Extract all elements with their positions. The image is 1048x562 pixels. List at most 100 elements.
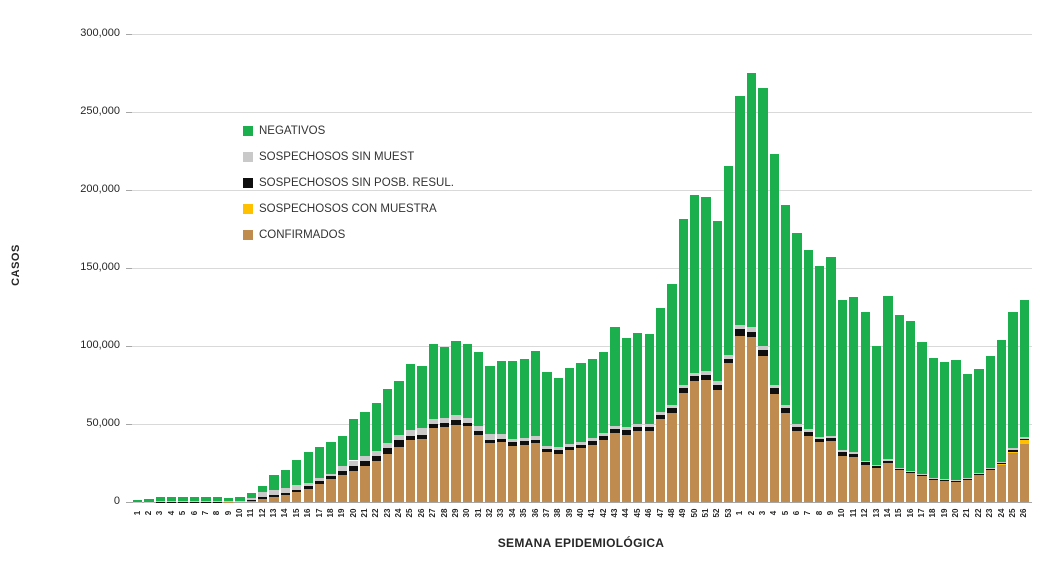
bar-segment-confirmados-week-19	[940, 480, 950, 502]
bar-segment-sospechosos-sin-posb-resul-week-25	[1008, 449, 1018, 453]
bar-segment-sospechosos-sin-muest-week-25	[405, 429, 416, 436]
x-tick-label: 26	[1019, 508, 1029, 518]
bar-segment-negativos-week-22	[371, 402, 382, 451]
bar-segment-negativos-week-44	[621, 338, 632, 428]
bar-segment-sospechosos-sin-muest-week-18	[928, 478, 939, 479]
y-axis-tick	[126, 346, 132, 347]
bar-segment-sospechosos-sin-muest-week-24	[394, 434, 404, 441]
bar-segment-negativos-week-38	[553, 377, 563, 448]
x-tick-label: 29	[450, 508, 460, 518]
bar-segment-sospechosos-sin-muest-week-41	[587, 438, 598, 441]
bar-segment-confirmados-week-11	[849, 457, 859, 502]
bar-segment-negativos-week-35	[519, 359, 529, 439]
bar-segment-negativos-week-21	[360, 411, 370, 456]
sospechosos-sin-muest-swatch	[243, 152, 253, 162]
bar-segment-sospechosos-sin-muest-week-36	[530, 436, 541, 440]
x-tick-label: 37	[541, 508, 551, 518]
x-tick-label: 42	[598, 508, 608, 518]
x-tick-label: 36	[530, 508, 540, 518]
bar-segment-sospechosos-sin-posb-resul-week-38	[553, 450, 563, 454]
bar-segment-sospechosos-sin-posb-resul-week-15	[292, 489, 302, 493]
bar-segment-sospechosos-sin-posb-resul-week-28	[439, 423, 450, 428]
bar-segment-confirmados-week-3	[758, 355, 768, 502]
bar-segment-confirmados-week-12	[860, 464, 870, 502]
bar-segment-negativos-week-19	[337, 435, 347, 466]
x-tick-label: 18	[928, 508, 938, 518]
sospechosos-con-muestra-swatch	[243, 204, 253, 214]
bar-segment-negativos-week-39	[564, 367, 575, 445]
bar-segment-sospechosos-sin-muest-week-52	[712, 381, 723, 385]
bar-segment-negativos-week-12	[258, 486, 268, 493]
bar-segment-negativos-week-27	[428, 343, 438, 419]
x-tick-label: 41	[587, 508, 597, 518]
bar-segment-negativos-week-1	[735, 95, 745, 325]
x-tick-label: 7	[803, 510, 813, 516]
legend-item: NEGATIVOS	[243, 125, 454, 137]
x-tick-label: 11	[246, 508, 256, 518]
bar-segment-negativos-week-3	[155, 497, 166, 502]
bar-segment-negativos-week-5	[780, 204, 791, 405]
bar-segment-negativos-week-45	[633, 333, 643, 424]
bar-segment-sospechosos-sin-posb-resul-week-26	[417, 434, 427, 439]
x-tick-label: 51	[701, 508, 711, 518]
x-tick-label: 10	[234, 508, 244, 518]
x-tick-label: 23	[985, 508, 995, 518]
x-tick-label: 50	[689, 508, 699, 518]
x-tick-label: 39	[564, 508, 574, 518]
bar-segment-negativos-week-11	[246, 492, 256, 499]
bar-segment-confirmados-week-41	[587, 444, 598, 502]
bar-segment-sospechosos-sin-muest-week-32	[485, 434, 495, 440]
bar-segment-negativos-week-41	[587, 359, 598, 439]
bar-segment-negativos-week-4	[769, 153, 779, 385]
x-tick-label: 11	[848, 508, 858, 518]
bar-segment-sospechosos-sin-posb-resul-week-18	[928, 478, 939, 480]
bar-segment-sospechosos-sin-posb-resul-week-3	[758, 349, 768, 356]
bar-segment-negativos-week-8	[212, 497, 222, 502]
bar-segment-sospechosos-sin-muest-week-51	[701, 371, 711, 375]
bar-segment-sospechosos-sin-muest-week-1	[133, 501, 143, 503]
bar-segment-confirmados-week-4	[769, 393, 779, 502]
x-tick-label: 22	[973, 508, 983, 518]
x-tick-label: 1	[132, 510, 142, 516]
bar-segment-confirmados-week-15	[894, 470, 904, 502]
bar-segment-negativos-week-52	[712, 220, 723, 382]
bar-segment-confirmados-week-24	[394, 446, 404, 502]
bar-segment-negativos-week-20	[951, 360, 961, 480]
x-tick-label: 15	[894, 508, 904, 518]
bar-segment-sospechosos-sin-muest-week-18	[326, 474, 336, 477]
bar-segment-sospechosos-sin-posb-resul-week-6	[189, 501, 200, 503]
bar-segment-negativos-week-43	[610, 326, 620, 426]
bar-segment-sospechosos-sin-posb-resul-week-12	[258, 497, 268, 499]
bar-segment-confirmados-week-20	[348, 470, 359, 502]
bar-segment-negativos-week-22	[974, 368, 984, 473]
bar-segment-sospechosos-sin-posb-resul-week-31	[474, 431, 484, 436]
bar-segment-confirmados-week-44	[621, 434, 632, 502]
bar-segment-sospechosos-sin-posb-resul-week-46	[644, 426, 654, 432]
x-tick-label: 17	[314, 508, 324, 518]
bar-segment-sospechosos-sin-muest-week-26	[1019, 436, 1029, 439]
bar-segment-negativos-week-14	[883, 295, 893, 460]
x-tick-label: 27	[428, 508, 438, 518]
bar-segment-confirmados-week-13	[269, 497, 279, 502]
bar-segment-sospechosos-sin-muest-week-16	[905, 470, 916, 472]
bar-segment-sospechosos-sin-muest-week-38	[553, 447, 563, 451]
bar-segment-confirmados-week-19	[337, 474, 347, 502]
bar-segment-sospechosos-sin-posb-resul-week-11	[849, 453, 859, 458]
y-axis-tick	[126, 190, 132, 191]
bar-segment-sospechosos-sin-muest-week-33	[496, 434, 507, 439]
bar-segment-negativos-week-7	[201, 497, 211, 502]
bar-segment-negativos-week-50	[690, 195, 700, 373]
bar-segment-confirmados-week-39	[564, 450, 575, 502]
x-tick-label: 23	[382, 508, 392, 518]
bar-segment-sospechosos-sin-posb-resul-week-16	[303, 486, 313, 490]
bar-segment-sospechosos-sin-muest-week-6	[792, 424, 802, 427]
x-tick-label: 22	[371, 508, 381, 518]
bar-segment-negativos-week-32	[485, 365, 495, 435]
bar-segment-sospechosos-sin-muest-week-13	[871, 465, 882, 467]
bar-segment-sospechosos-sin-muest-week-27	[428, 419, 438, 424]
bar-segment-sospechosos-sin-muest-week-3	[758, 346, 768, 350]
bar-segment-negativos-week-26	[417, 366, 427, 428]
bar-segment-sospechosos-sin-muest-week-24	[996, 461, 1007, 463]
bar-segment-sospechosos-sin-muest-week-10	[235, 500, 245, 502]
bar-segment-negativos-week-21	[962, 373, 973, 478]
